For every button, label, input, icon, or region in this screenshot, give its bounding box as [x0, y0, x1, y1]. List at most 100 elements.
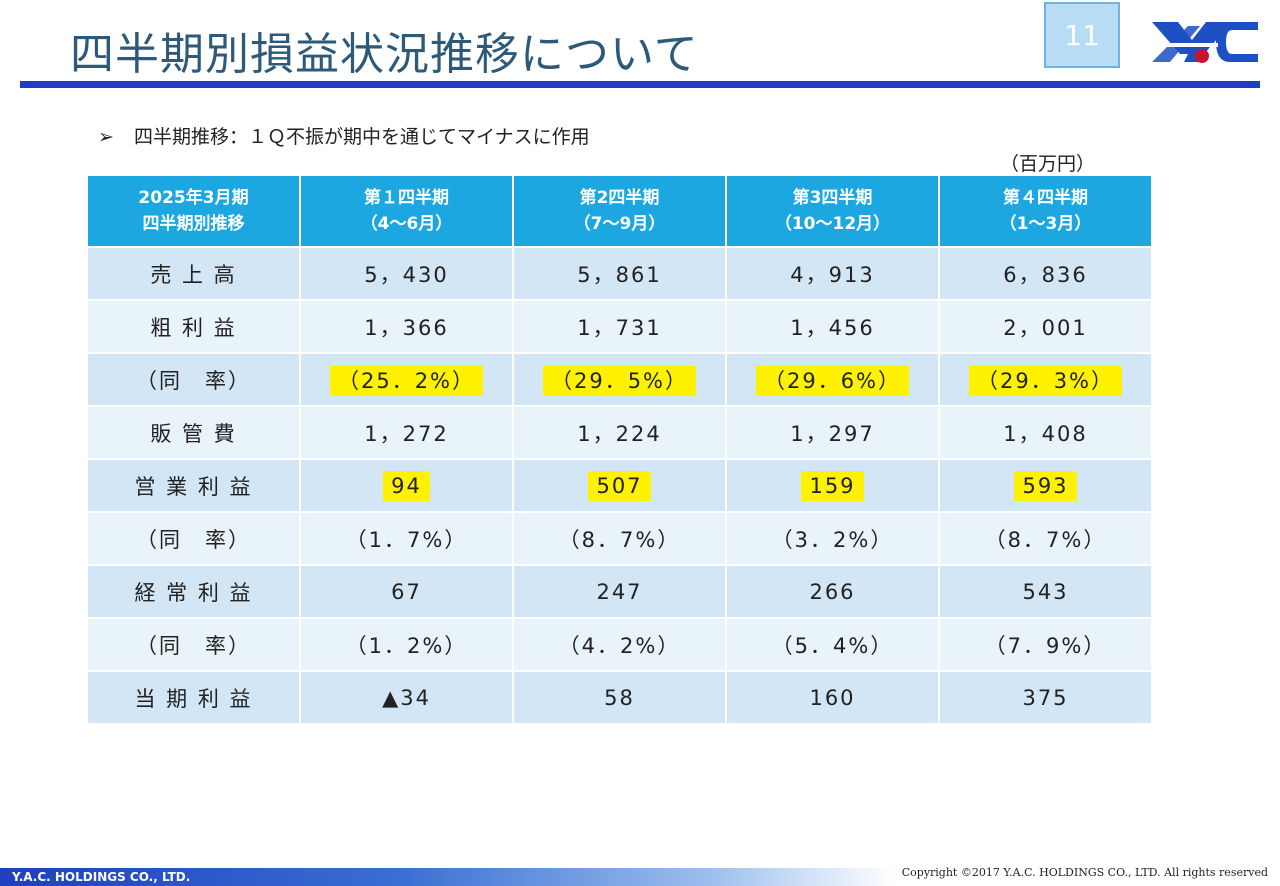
table-row: （同 率） （1．2%） （4．2%） （5．4%） （7．9%） — [86, 617, 1153, 672]
page-title: 四半期別損益状況推移について — [70, 29, 699, 80]
cell-value: 1，731 — [577, 315, 662, 340]
header-line-sub: （7～9月） — [573, 214, 666, 234]
table-row: 当 期 利 益 ▲34 58 160 375 — [86, 670, 1153, 725]
cell-value: （7．9%） — [984, 633, 1107, 658]
cell-value: 58 — [604, 685, 635, 710]
table-cell: ▲34 — [299, 670, 514, 725]
row-label: 当 期 利 益 — [86, 670, 301, 725]
table-cell: 6，836 — [938, 246, 1153, 301]
table-cell: 5，861 — [512, 246, 727, 301]
header-line-main: 第3四半期 — [792, 188, 873, 208]
page-number-badge: 11 — [1044, 2, 1120, 68]
header-line-sub: （10～12月） — [774, 214, 891, 234]
table-header-row: 2025年3月期 四半期別推移 第１四半期 （4～6月） 第2四半期 （7～9月） 第3四半… — [86, 174, 1153, 248]
table-cell: 4，913 — [725, 246, 940, 301]
cell-value: 5，430 — [364, 262, 449, 287]
table-cell: 247 — [512, 564, 727, 619]
table-cell: 160 — [725, 670, 940, 725]
table-row: 販 管 費 1，272 1，224 1，297 1，408 — [86, 405, 1153, 460]
cell-value: （5．4%） — [771, 633, 894, 658]
table-cell: 94 — [299, 458, 514, 513]
highlighted-value: 94 — [383, 470, 430, 501]
table-row: 経 常 利 益 67 247 266 543 — [86, 564, 1153, 619]
table-cell: 1，408 — [938, 405, 1153, 460]
page-number: 11 — [1064, 18, 1100, 52]
table-cell: （25．2%） — [299, 352, 514, 407]
table-cell: 507 — [512, 458, 727, 513]
table-cell: （7．9%） — [938, 617, 1153, 672]
table-cell: 1，366 — [299, 299, 514, 354]
table-cell: （8．7%） — [512, 511, 727, 566]
table-cell: （29．6%） — [725, 352, 940, 407]
table-row: 営 業 利 益 94 507 159 593 — [86, 458, 1153, 513]
header-period: 2025年3月期 四半期別推移 — [86, 174, 301, 248]
header-line-sub: （1～3月） — [999, 214, 1092, 234]
bullet-text: 四半期推移：１Ｑ不振が期中を通じてマイナスに作用 — [134, 126, 590, 148]
cell-value: 1，408 — [1003, 421, 1088, 446]
row-label: 経 常 利 益 — [86, 564, 301, 619]
header-line-sub: 四半期別推移 — [142, 214, 245, 234]
cell-value: 4，913 — [790, 262, 875, 287]
table-cell: 58 — [512, 670, 727, 725]
unit-label: （百万円） — [1000, 153, 1096, 175]
cell-value: （4．2%） — [558, 633, 681, 658]
cell-value: 2，001 — [1003, 315, 1088, 340]
table-cell: 2，001 — [938, 299, 1153, 354]
header-line-main: 第2四半期 — [579, 188, 660, 208]
table-cell: 593 — [938, 458, 1153, 513]
table-cell: （5．4%） — [725, 617, 940, 672]
table-cell: 543 — [938, 564, 1153, 619]
cell-value: 67 — [391, 579, 422, 604]
table-cell: 67 — [299, 564, 514, 619]
table-cell: 5，430 — [299, 246, 514, 301]
table-cell: 1，456 — [725, 299, 940, 354]
bullet-point: ➢ 四半期推移：１Ｑ不振が期中を通じてマイナスに作用 — [98, 122, 590, 149]
highlighted-value: （29．3%） — [968, 365, 1123, 396]
table-cell: （29．3%） — [938, 352, 1153, 407]
cell-value: （8．7%） — [984, 527, 1107, 552]
table-cell: （4．2%） — [512, 617, 727, 672]
cell-value: ▲34 — [382, 685, 431, 710]
highlighted-value: 593 — [1014, 470, 1077, 501]
header-line-main: 2025年3月期 — [138, 188, 249, 208]
table-cell: （1．7%） — [299, 511, 514, 566]
table-cell: （29．5%） — [512, 352, 727, 407]
table-cell: 266 — [725, 564, 940, 619]
table-row: 売 上 高 5，430 5，861 4，913 6，836 — [86, 246, 1153, 301]
row-label: （同 率） — [86, 511, 301, 566]
header-quarter-4: 第４四半期 （1～3月） — [938, 174, 1153, 248]
copyright-notice: Copyright ©2017 Y.A.C. HOLDINGS CO., LTD… — [901, 866, 1268, 879]
header-quarter-1: 第１四半期 （4～6月） — [299, 174, 514, 248]
table-cell: （1．2%） — [299, 617, 514, 672]
cell-value: 6，836 — [1003, 262, 1088, 287]
title-underline — [20, 81, 1260, 88]
cell-value: 266 — [809, 579, 856, 604]
row-label: （同 率） — [86, 352, 301, 407]
cell-value: 160 — [809, 685, 856, 710]
cell-value: （1．7%） — [345, 527, 468, 552]
bullet-arrow-icon: ➢ — [98, 126, 114, 148]
cell-value: 1，224 — [577, 421, 662, 446]
highlighted-value: （29．5%） — [542, 365, 697, 396]
highlighted-value: （29．6%） — [755, 365, 910, 396]
table-cell: 1，272 — [299, 405, 514, 460]
quarterly-pl-table: 2025年3月期 四半期別推移 第１四半期 （4～6月） 第2四半期 （7～9月） 第3四半… — [86, 174, 1153, 725]
table-cell: 1，731 — [512, 299, 727, 354]
table-body: 売 上 高 5，430 5，861 4，913 6，836 粗 利 益 1，366 1，731… — [86, 246, 1153, 725]
table-cell: 159 — [725, 458, 940, 513]
highlighted-value: 159 — [801, 470, 864, 501]
row-label: （同 率） — [86, 617, 301, 672]
table-cell: （8．7%） — [938, 511, 1153, 566]
cell-value: 5，861 — [577, 262, 662, 287]
table-row: （同 率） （25．2%） （29．5%） （29．6%） （29．3%） — [86, 352, 1153, 407]
table-cell: （3．2%） — [725, 511, 940, 566]
cell-value: 1，272 — [364, 421, 449, 446]
cell-value: 543 — [1022, 579, 1069, 604]
cell-value: （1．2%） — [345, 633, 468, 658]
row-label: 販 管 費 — [86, 405, 301, 460]
row-label: 営 業 利 益 — [86, 458, 301, 513]
header-quarter-3: 第3四半期 （10～12月） — [725, 174, 940, 248]
footer-bar — [0, 868, 895, 886]
cell-value: 1，297 — [790, 421, 875, 446]
row-label: 売 上 高 — [86, 246, 301, 301]
